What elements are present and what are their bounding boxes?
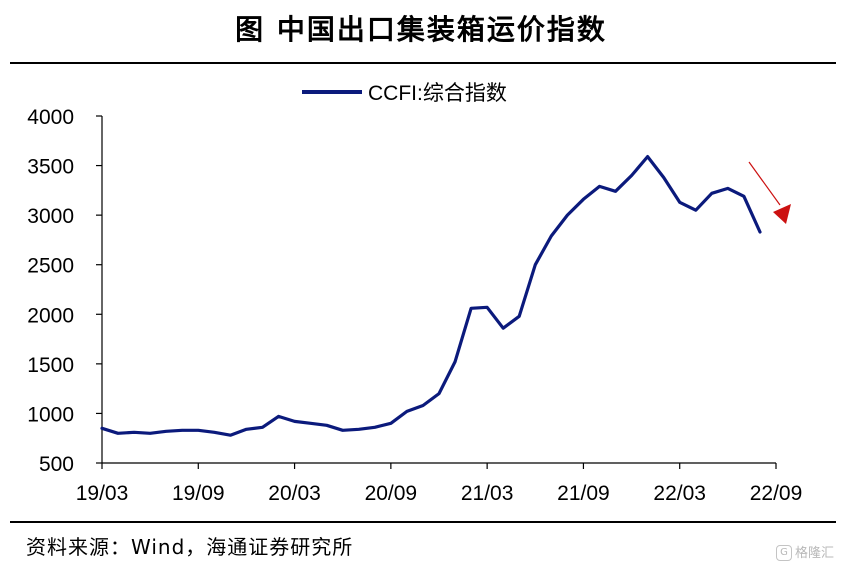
arrow-shaft <box>748 161 781 206</box>
y-tick-label: 3500 <box>27 156 74 179</box>
x-tick-label: 21/09 <box>557 482 610 505</box>
watermark-logo-icon: G <box>775 545 792 561</box>
trend-arrow-icon <box>748 161 791 224</box>
watermark: G 格隆汇 <box>775 542 834 561</box>
x-tick-label: 19/03 <box>76 482 129 505</box>
x-tick-label: 22/03 <box>653 482 706 505</box>
watermark-text: 格隆汇 <box>794 545 834 561</box>
top-rule <box>10 62 836 64</box>
chart-legend: CCFI:综合指数 <box>302 82 507 105</box>
y-tick-label: 4000 <box>27 106 74 129</box>
line-chart: 500 1000 1500 2000 2500 3000 3500 4000 19/03 19/0… <box>27 82 802 505</box>
legend-label: CCFI:综合指数 <box>368 82 507 105</box>
source-note: 资料来源：Wind，海通证券研究所 <box>26 535 354 559</box>
y-tick-label: 3000 <box>27 205 74 228</box>
y-tick-label: 2500 <box>27 255 74 278</box>
x-tick-label: 19/09 <box>172 482 225 505</box>
x-tick-label: 20/03 <box>268 482 321 505</box>
y-tick-label: 1000 <box>27 403 74 426</box>
y-tick-label: 500 <box>39 453 74 476</box>
x-tick-label: 21/03 <box>461 482 514 505</box>
y-tick-label: 1500 <box>27 354 74 377</box>
x-tick-label: 22/09 <box>750 482 803 505</box>
arrow-head <box>773 204 791 224</box>
chart-series <box>100 155 762 437</box>
chart-axes: 500 1000 1500 2000 2500 3000 3500 4000 19/03 19/0… <box>27 106 802 505</box>
series-line <box>100 155 762 437</box>
x-tick-label: 20/09 <box>365 482 418 505</box>
chart-title: 图 中国出口集装箱运价指数 <box>235 13 607 46</box>
bottom-rule <box>10 521 836 523</box>
y-tick-label: 2000 <box>27 304 74 327</box>
